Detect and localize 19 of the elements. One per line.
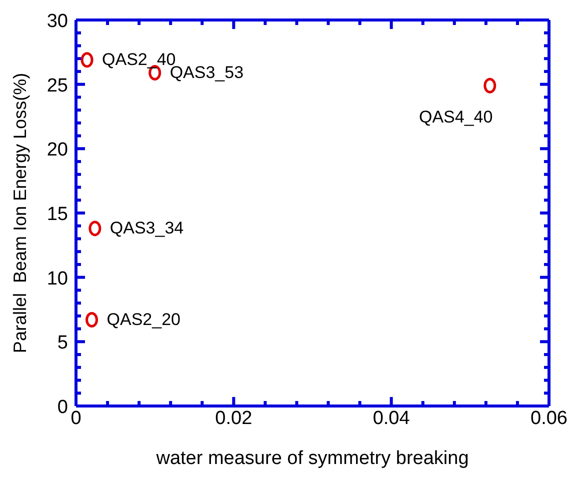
point	[484, 78, 496, 94]
annotation: QAS4_40	[419, 108, 493, 127]
y-tick-label: 20	[46, 140, 68, 161]
y-tick-label: 15	[46, 204, 68, 225]
point	[88, 220, 102, 236]
y-tick-label: 25	[46, 75, 68, 96]
y-axis-title: Parallel Beam Ion Energy Loss(%)	[10, 72, 30, 354]
x-tick-label: 0.02	[215, 408, 252, 429]
annotation: QAS2_20	[106, 310, 180, 329]
x-tick-label: 0	[70, 408, 82, 429]
y-tick-label: 5	[57, 332, 68, 354]
y-tick-label: 30	[46, 11, 68, 32]
x-tick-label: 0.06	[530, 408, 568, 429]
x-axis-title: water measure of symmetry breaking	[155, 448, 469, 469]
y-tick-label: 10	[46, 268, 68, 290]
x-tick-label: 0.04	[372, 408, 410, 429]
annotation: QAS3_34	[110, 218, 184, 238]
point	[86, 312, 98, 328]
point	[80, 52, 94, 68]
